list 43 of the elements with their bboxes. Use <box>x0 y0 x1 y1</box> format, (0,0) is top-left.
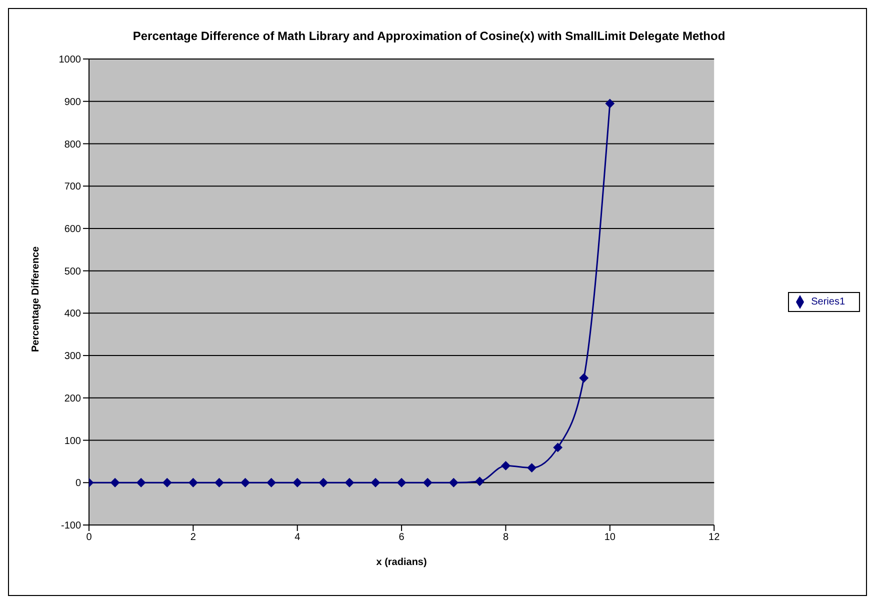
y-tick-label: 1000 <box>58 54 82 66</box>
point <box>475 476 484 486</box>
y-tick-label: 600 <box>64 224 82 236</box>
point <box>605 98 614 108</box>
point <box>292 478 302 488</box>
y-tick-label: 200 <box>64 393 82 404</box>
point <box>371 478 380 488</box>
x-tick-label: 12 <box>708 532 720 544</box>
chart-title: Percentage Difference of Math Library and Approximation of Cosine(x) with SmallLimit Delegate Method <box>132 29 726 43</box>
point <box>344 478 354 488</box>
x-tick-label: 8 <box>502 532 509 544</box>
x-tick-label: 10 <box>604 532 616 544</box>
point <box>397 478 406 488</box>
point <box>136 478 146 488</box>
x-tick-label: 0 <box>86 532 92 544</box>
y-tick-label: 400 <box>64 308 82 320</box>
point <box>423 478 432 488</box>
point <box>579 374 588 382</box>
y-tick-label: 900 <box>64 96 82 108</box>
y-tick-label: 100 <box>64 436 82 447</box>
y-tick-label: -100 <box>60 520 82 532</box>
legend-label: Series1 <box>811 296 845 308</box>
point <box>553 442 562 452</box>
x-tick-label: 2 <box>190 532 196 544</box>
y-tick-label: 0 <box>75 478 82 490</box>
y-tick-label: 700 <box>64 182 82 193</box>
y-tick-label: 800 <box>64 139 82 150</box>
y-axis-title: Percentage Difference <box>30 246 42 352</box>
y-tick-label: 300 <box>64 351 82 362</box>
point <box>240 478 250 488</box>
x-tick-label: 4 <box>294 532 301 544</box>
point <box>501 461 510 470</box>
point <box>162 478 172 488</box>
y-tick-label: 500 <box>64 266 82 278</box>
point <box>527 463 536 472</box>
x-axis-title: x (radians) <box>376 557 427 568</box>
point <box>449 478 458 488</box>
point <box>266 478 276 488</box>
point <box>318 478 328 488</box>
point <box>188 478 198 488</box>
point <box>110 478 120 488</box>
point <box>214 478 224 488</box>
x-tick-label: 6 <box>398 532 405 544</box>
